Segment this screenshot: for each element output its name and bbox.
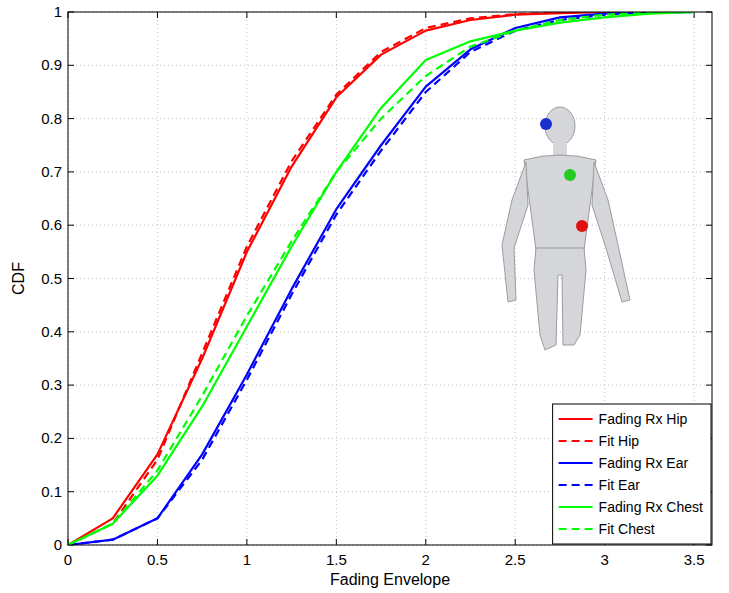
tick-mark <box>515 539 516 545</box>
x-tick-label: 2.5 <box>505 551 526 568</box>
tick-mark <box>68 385 74 386</box>
y-tick-label: 0.8 <box>41 110 62 127</box>
tick-mark <box>246 539 247 545</box>
tick-mark <box>246 12 247 18</box>
sensor-dot-hip <box>576 220 588 232</box>
tick-mark <box>706 385 712 386</box>
legend-label: Fit Ear <box>599 477 641 493</box>
legend-label: Fit Chest <box>599 521 655 537</box>
y-tick-label: 0.9 <box>41 56 62 73</box>
series-line <box>68 12 694 545</box>
series-line <box>68 12 694 545</box>
tick-mark <box>68 118 74 119</box>
grid-line <box>68 331 712 332</box>
legend-label: Fading Rx Ear <box>599 455 689 471</box>
chart: 0 0.5 1 1.5 2 2.5 3 3.5 0 0.1 0.2 0.3 0.4 0.5 0.6 0.7 0.… <box>0 0 729 593</box>
x-tick-label: 3.5 <box>684 551 705 568</box>
legend-label: Fading Rx Hip <box>599 411 688 427</box>
tick-mark <box>425 12 426 18</box>
legend-swatch <box>559 418 593 420</box>
series-group <box>68 12 694 545</box>
tick-mark <box>157 12 158 18</box>
tick-mark <box>68 491 74 492</box>
x-tick-label: 3 <box>600 551 608 568</box>
tick-mark <box>425 539 426 545</box>
plot-frame <box>68 12 712 545</box>
legend-swatch <box>559 440 593 442</box>
plot-background <box>68 12 712 545</box>
tick-mark <box>336 539 337 545</box>
x-tick-label: 2 <box>422 551 430 568</box>
body-figure <box>502 107 630 350</box>
tick-mark <box>706 65 712 66</box>
grid-line <box>246 12 247 545</box>
series-line <box>68 12 694 545</box>
grid-line <box>68 225 712 226</box>
tick-mark <box>68 438 74 439</box>
sensor-dot-ear <box>540 118 552 130</box>
tick-mark <box>706 171 712 172</box>
tick-mark <box>68 171 74 172</box>
tick-mark <box>706 118 712 119</box>
x-axis-title: Fading Envelope <box>330 571 450 588</box>
grid-line <box>68 171 712 172</box>
legend-label: Fit Hip <box>599 433 640 449</box>
figure-legs <box>534 248 586 350</box>
legend-swatch <box>559 506 593 508</box>
tick-mark <box>68 65 74 66</box>
grid-line <box>68 65 712 66</box>
y-tick-label: 0.4 <box>41 323 62 340</box>
tick-mark <box>157 539 158 545</box>
y-tick-label: 1 <box>54 3 62 20</box>
legend-swatch <box>559 484 593 486</box>
y-tick-label: 0.1 <box>41 483 62 500</box>
figure-neck <box>553 142 567 156</box>
series-line <box>68 12 694 545</box>
series-line <box>68 12 694 545</box>
y-tick-label: 0.5 <box>41 270 62 287</box>
legend-swatch <box>559 528 593 530</box>
y-tick-label: 0.6 <box>41 216 62 233</box>
legend: Fading Rx Hip Fit Hip Fading Rx Ear Fit Ear… <box>553 404 711 544</box>
tick-mark <box>336 12 337 18</box>
y-tick-label: 0.7 <box>41 163 62 180</box>
tick-mark <box>706 331 712 332</box>
legend-label: Fading Rx Chest <box>599 499 703 515</box>
tick-mark <box>706 225 712 226</box>
y-tick-label: 0.3 <box>41 376 62 393</box>
tick-mark <box>68 278 74 279</box>
legend-box <box>553 404 711 544</box>
sensor-dot-chest <box>564 169 576 181</box>
grid-line <box>68 385 712 386</box>
x-tick-label: 1.5 <box>326 551 347 568</box>
x-tick-label: 0 <box>64 551 72 568</box>
figure-arm <box>592 162 630 302</box>
y-tick-label: 0 <box>54 536 62 553</box>
tick-mark <box>68 331 74 332</box>
x-tick-label: 0.5 <box>147 551 168 568</box>
series-line <box>68 12 694 545</box>
x-tick-label: 1 <box>243 551 251 568</box>
legend-swatch <box>559 462 593 464</box>
tick-mark <box>706 278 712 279</box>
grid-line <box>157 12 158 545</box>
figure-arm <box>502 162 528 302</box>
y-tick-label: 0.2 <box>41 429 62 446</box>
y-axis-title: CDF <box>10 262 27 295</box>
grid-line <box>68 118 712 119</box>
figure-torso <box>524 155 596 250</box>
tick-mark <box>68 225 74 226</box>
